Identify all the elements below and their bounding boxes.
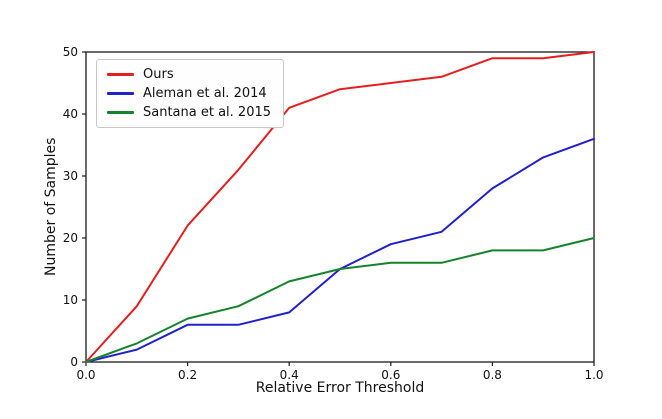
legend-line-swatch: [107, 111, 134, 114]
series-line-santana-et-al-2015: [85, 237, 595, 363]
legend-item: Aleman et al. 2014: [107, 86, 271, 101]
x-axis-title: Relative Error Threshold: [255, 380, 425, 396]
legend-item: Santana et al. 2015: [107, 105, 271, 120]
x-tick-label: 0.6: [381, 368, 400, 382]
x-tick-label: 0.8: [483, 368, 502, 382]
legend-item: Ours: [107, 67, 271, 82]
y-tick-label: 30: [63, 169, 78, 183]
y-tick-label: 50: [63, 45, 78, 59]
legend-label: Santana et al. 2015: [143, 105, 272, 120]
series-line-ours: [85, 51, 595, 363]
y-tick-label: 10: [63, 293, 78, 307]
x-tick-label: 0.4: [280, 368, 299, 382]
y-tick-label: 40: [63, 107, 78, 121]
legend-line-swatch: [107, 92, 134, 95]
y-tick-label: 20: [63, 231, 78, 245]
y-axis-title: Number of Samples: [43, 137, 59, 277]
y-tick-label: 0: [70, 355, 78, 369]
legend-line-swatch: [107, 73, 134, 76]
legend-label: Aleman et al. 2014: [143, 86, 267, 101]
x-tick-label: 0.2: [178, 368, 197, 382]
x-tick-label: 1.0: [584, 368, 603, 382]
x-tick-label: 0.0: [76, 368, 95, 382]
legend-label: Ours: [143, 67, 174, 82]
plot-border: [85, 51, 595, 363]
legend-box: Ours Aleman et al. 2014 Santana et al. 201…: [96, 59, 285, 128]
